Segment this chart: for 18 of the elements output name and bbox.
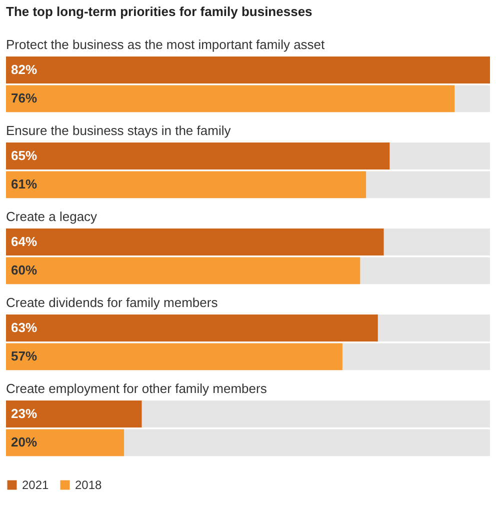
data-label: 65% xyxy=(11,148,38,163)
legend-label: 2021 xyxy=(22,478,50,492)
data-label: 82% xyxy=(11,62,38,77)
legend-label: 2018 xyxy=(75,478,102,492)
y-tick-label: Create dividends for family members xyxy=(6,294,218,310)
chart-title: The top long-term priorities for family businesses xyxy=(6,4,312,19)
data-label: 57% xyxy=(11,348,38,364)
data-label: 76% xyxy=(11,90,38,106)
y-tick-label: Create a legacy xyxy=(6,208,98,224)
data-label: 60% xyxy=(11,262,38,278)
y-tick-label: Ensure the business stays in the family xyxy=(6,122,232,138)
data-label: 64% xyxy=(11,234,38,249)
y-tick-label: Create employment for other family members xyxy=(6,380,268,396)
data-label: 63% xyxy=(11,320,38,335)
y-tick-label: Protect the business as the most important family asset xyxy=(6,36,326,52)
data-label: 20% xyxy=(11,434,38,450)
data-label: 61% xyxy=(11,176,38,192)
data-label: 23% xyxy=(11,406,38,421)
